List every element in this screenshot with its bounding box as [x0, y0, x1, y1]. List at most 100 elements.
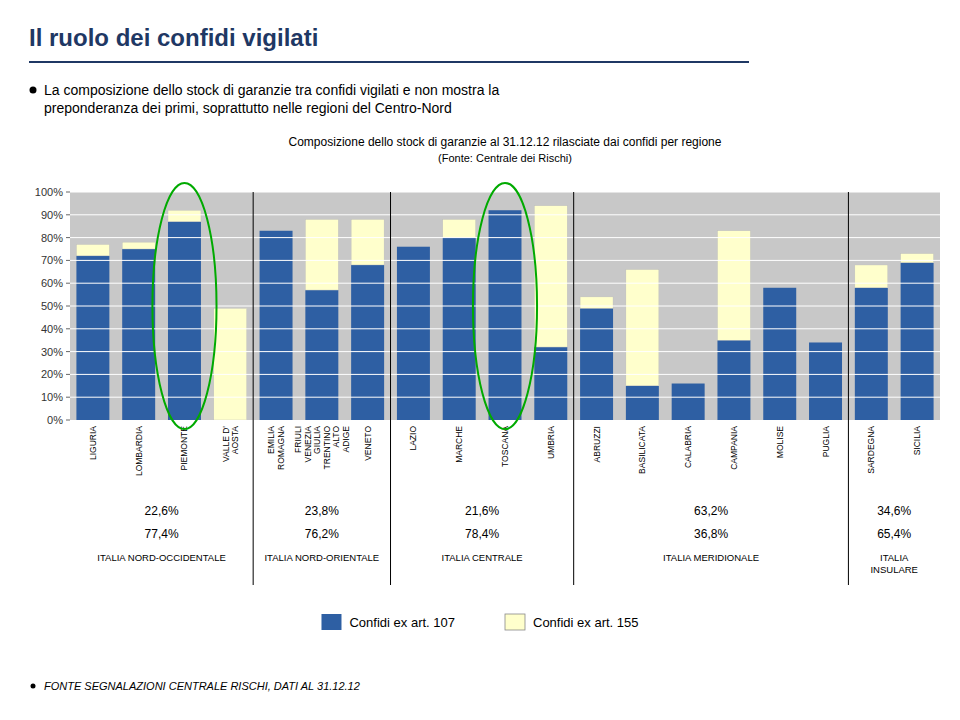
- y-tick-label: 90%: [41, 209, 63, 221]
- grid-line: [70, 192, 940, 193]
- group-separator: [253, 192, 254, 585]
- bar-segment: [626, 386, 659, 420]
- x-tick-line: BASILICATA: [637, 426, 647, 474]
- x-tick-label: SICILIA: [912, 426, 922, 456]
- x-tick-line: TRENTINO: [322, 426, 332, 470]
- category-tick: VENETO: [363, 426, 373, 461]
- y-tick: [66, 420, 70, 421]
- y-tick-label: 40%: [41, 323, 63, 335]
- bullet: [30, 87, 37, 94]
- title-rule: [29, 61, 749, 63]
- bar-segment: [122, 242, 155, 249]
- category-tick: PIEMONTE: [179, 426, 189, 471]
- y-tick-label: 60%: [41, 277, 63, 289]
- y-tick: [66, 283, 70, 284]
- x-tick-line: ALTO: [331, 426, 341, 448]
- group-label-line: ITALIA MERIDIONALE: [663, 552, 759, 563]
- category-tick: EMILIAROMAGNA: [266, 426, 286, 470]
- grid-line: [70, 306, 940, 307]
- x-tick-line: ABRUZZI: [592, 426, 602, 462]
- category-tick: MOLISE: [775, 426, 785, 458]
- x-tick-line: VENETO: [363, 426, 373, 461]
- legend-swatch: [321, 614, 341, 630]
- group-label: ITALIA NORD-ORIENTALE: [264, 552, 379, 563]
- group-label: ITALIA MERIDIONALE: [663, 552, 759, 563]
- group-art155: 78,4%: [465, 527, 499, 541]
- x-tick-line: PIEMONTE: [179, 426, 189, 471]
- x-tick-line: EMILIA: [266, 426, 276, 454]
- x-tick-label: CAMPANIA: [729, 426, 739, 470]
- highlight-ellipse: [152, 183, 216, 429]
- bar-segment: [214, 308, 247, 420]
- bar-segment: [855, 288, 888, 420]
- group-art107: 23,8%: [305, 504, 339, 518]
- x-tick-label: LIGURIA: [88, 426, 98, 460]
- group-label-line: ITALIA CENTRALE: [442, 552, 523, 563]
- x-tick-label: VENETO: [363, 426, 373, 461]
- y-tick: [66, 306, 70, 307]
- x-tick-label: VALLE D'AOSTA: [221, 426, 241, 462]
- x-tick-label: SARDEGNA: [866, 426, 876, 474]
- footer-bullet: [31, 684, 36, 689]
- bar-segment: [717, 231, 750, 340]
- bar-segment: [717, 340, 750, 420]
- bar-segment: [763, 287, 796, 288]
- y-tick-label: 80%: [41, 232, 63, 244]
- group-label: ITALIA NORD-OCCIDENTALE: [97, 552, 225, 563]
- x-tick-line: TOSCANA: [500, 426, 510, 467]
- x-tick-label: LAZIO: [408, 426, 418, 451]
- slide-title: Il ruolo dei confidi vigilati: [29, 24, 318, 51]
- category-tick: CALABRIA: [683, 426, 693, 468]
- category-tick: MARCHE: [454, 426, 464, 463]
- x-tick-label: PUGLIA: [821, 426, 831, 458]
- bullet-text: La composizione dello stock di garanzie …: [44, 82, 499, 116]
- group-label-line: ITALIA NORD-ORIENTALE: [264, 552, 379, 563]
- bar-segment: [901, 254, 934, 263]
- bar-segment: [534, 347, 567, 420]
- chart-subtitle: (Fonte: Centrale dei Rischi): [438, 152, 572, 164]
- category-tick: LIGURIA: [88, 426, 98, 460]
- bar-segment: [855, 265, 888, 288]
- y-tick-label: 50%: [41, 300, 63, 312]
- x-tick-line: LIGURIA: [88, 426, 98, 460]
- x-tick-line: LAZIO: [408, 426, 418, 451]
- bar-segment: [260, 231, 293, 420]
- bullet-line: La composizione dello stock di garanzie …: [44, 82, 499, 98]
- bar-segment: [580, 308, 613, 420]
- category-tick: LOMBARDIA: [134, 426, 144, 476]
- x-tick-line: VENEZIA: [303, 426, 313, 463]
- group-separator: [390, 192, 391, 585]
- group-art155: 76,2%: [305, 527, 339, 541]
- highlight-ellipse: [473, 183, 537, 429]
- x-tick-line: SICILIA: [912, 426, 922, 456]
- y-tick-label: 70%: [41, 254, 63, 266]
- grid-line: [70, 351, 940, 352]
- category-tick: VALLE D'AOSTA: [221, 426, 241, 462]
- group-label-line: ITALIA NORD-OCCIDENTALE: [97, 552, 225, 563]
- legend-label: Confidi ex art. 107: [349, 615, 455, 630]
- category-tick: ABRUZZI: [592, 426, 602, 462]
- category-tick: FRIULIVENEZIAGIULIATRENTINOALTOADIGE: [293, 426, 351, 470]
- y-tick-label: 30%: [41, 346, 63, 358]
- bar-segment: [168, 222, 201, 420]
- category-tick: TOSCANA: [500, 426, 510, 467]
- x-tick-label: EMILIAROMAGNA: [266, 426, 286, 470]
- x-tick-line: LOMBARDIA: [134, 426, 144, 476]
- bar-segment: [397, 247, 430, 420]
- x-tick-label: CALABRIA: [683, 426, 693, 468]
- y-tick-label: 10%: [41, 391, 63, 403]
- x-tick-label: MOLISE: [775, 426, 785, 458]
- grid-line: [70, 214, 940, 215]
- footer: FONTE SEGNALAZIONI CENTRALE RISCHI, DATI…: [44, 680, 360, 692]
- bullet-line: preponderanza dei primi, soprattutto nel…: [44, 100, 452, 116]
- group-separator: [848, 192, 849, 585]
- bar-segment: [76, 244, 109, 255]
- bar-segment: [809, 342, 842, 343]
- bar-segment: [626, 270, 659, 386]
- y-tick-label: 0%: [47, 414, 63, 426]
- y-tick: [66, 328, 70, 329]
- category-tick: CAMPANIA: [729, 426, 739, 470]
- bar-segment: [260, 230, 293, 231]
- y-tick: [66, 351, 70, 352]
- y-tick: [66, 374, 70, 375]
